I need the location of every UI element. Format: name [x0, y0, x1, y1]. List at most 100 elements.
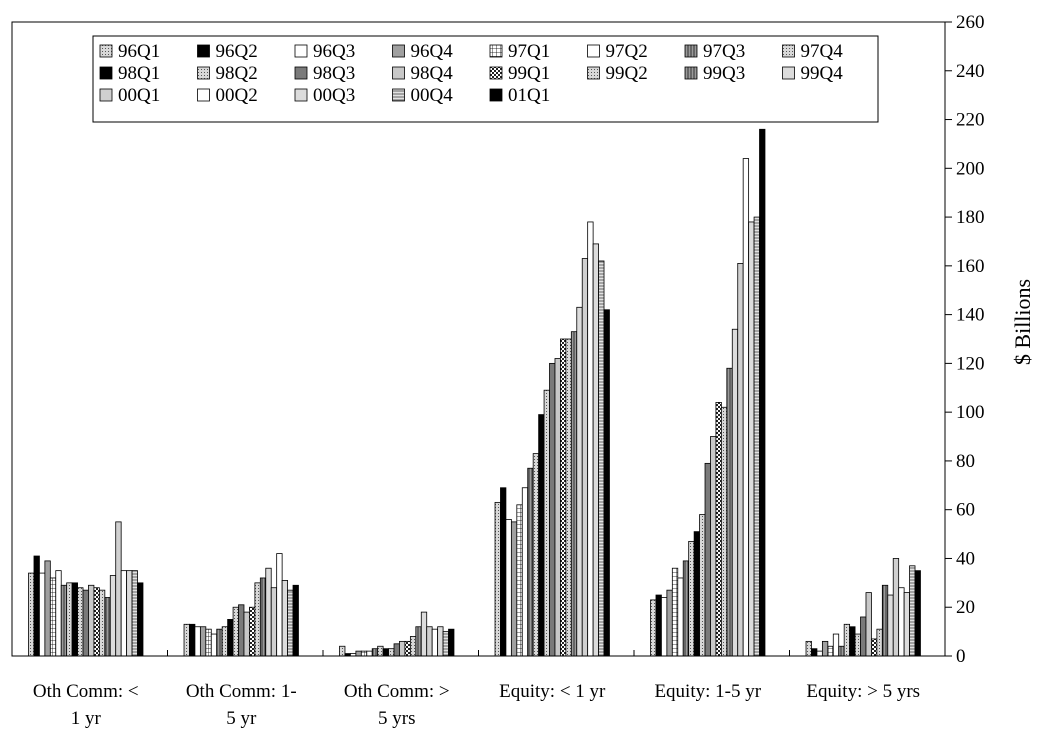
legend-label-98Q2: 98Q2: [216, 63, 258, 84]
y-tick-label: 0: [956, 646, 966, 667]
legend-label-99Q4: 99Q4: [801, 63, 844, 84]
bar-01Q1-cat5: [915, 571, 920, 656]
bars-layer: [29, 129, 921, 656]
legend-swatch-99Q3: [685, 67, 697, 79]
bar-96Q1-cat2: [340, 646, 345, 656]
bar-99Q4-cat1: [266, 568, 271, 656]
legend-label-96Q2: 96Q2: [216, 41, 258, 62]
bar-99Q4-cat4: [732, 329, 737, 656]
y-tick-label: 20: [956, 597, 975, 618]
bar-97Q2-cat3: [522, 488, 527, 656]
bar-97Q4-cat4: [689, 541, 694, 656]
bar-97Q4-cat3: [533, 454, 538, 656]
y-tick-label: 260: [956, 12, 985, 33]
legend-label-96Q1: 96Q1: [118, 41, 160, 62]
legend-label-00Q3: 00Q3: [313, 85, 355, 106]
bar-97Q4-cat2: [378, 646, 383, 656]
legend-label-98Q4: 98Q4: [411, 63, 454, 84]
bar-97Q1-cat1: [206, 629, 211, 656]
bar-96Q2-cat4: [656, 595, 661, 656]
bar-97Q3-cat1: [217, 629, 222, 656]
legend-swatch-98Q4: [393, 67, 405, 79]
bar-96Q2-cat3: [500, 488, 505, 656]
legend-label-00Q4: 00Q4: [411, 85, 454, 106]
bar-00Q2-cat1: [277, 554, 282, 656]
bar-99Q2-cat5: [877, 629, 882, 656]
bar-97Q4-cat1: [222, 627, 227, 656]
legend-label-97Q1: 97Q1: [508, 41, 550, 62]
bar-01Q1-cat1: [293, 585, 298, 656]
legend-label-97Q4: 97Q4: [801, 41, 844, 62]
bar-96Q4-cat4: [667, 590, 672, 656]
legend-label-00Q1: 00Q1: [118, 85, 160, 106]
bar-98Q2-cat1: [233, 607, 238, 656]
bar-98Q4-cat5: [866, 593, 871, 656]
x-tick-label: 5 yr: [226, 708, 257, 729]
bar-98Q1-cat5: [850, 627, 855, 656]
legend-swatch-97Q4: [783, 45, 795, 57]
bar-99Q1-cat2: [405, 641, 410, 656]
legend-label-97Q3: 97Q3: [703, 41, 745, 62]
bar-98Q3-cat5: [861, 617, 866, 656]
bar-00Q1-cat2: [427, 627, 432, 656]
legend-label-97Q2: 97Q2: [606, 41, 648, 62]
bar-96Q2-cat0: [34, 556, 39, 656]
bar-97Q4-cat5: [844, 624, 849, 656]
bar-96Q1-cat1: [184, 624, 189, 656]
bar-97Q1-cat0: [50, 578, 55, 656]
legend: 96Q1 96Q2 96Q3 96Q4 97Q1 97Q2 97Q3 97Q4 98Q1 98Q2…: [93, 36, 878, 122]
bar-96Q2-cat5: [811, 649, 816, 656]
bar-98Q4-cat1: [244, 612, 249, 656]
x-tick-label: 5 yrs: [378, 708, 415, 729]
bar-98Q4-cat4: [710, 437, 715, 656]
y-tick-label: 120: [956, 353, 985, 374]
legend-swatch-00Q2: [198, 89, 210, 101]
legend-label-99Q1: 99Q1: [508, 63, 550, 84]
bar-97Q1-cat5: [828, 646, 833, 656]
y-tick-label: 60: [956, 500, 975, 521]
legend-swatch-97Q2: [588, 45, 600, 57]
bar-99Q4-cat0: [110, 576, 115, 656]
bar-96Q1-cat4: [651, 600, 656, 656]
x-tick-label: Equity: 1-5 yr: [654, 681, 761, 702]
bar-97Q3-cat5: [839, 646, 844, 656]
bar-99Q3-cat4: [727, 368, 732, 656]
bar-97Q2-cat5: [833, 634, 838, 656]
y-tick-label: 140: [956, 305, 985, 326]
bar-99Q4-cat5: [888, 595, 893, 656]
bar-97Q3-cat4: [683, 561, 688, 656]
bar-99Q1-cat0: [94, 588, 99, 656]
bar-98Q3-cat3: [550, 363, 555, 656]
x-tick-label: Oth Comm: 1-: [186, 681, 297, 702]
legend-swatch-98Q2: [198, 67, 210, 79]
legend-swatch-96Q2: [198, 45, 210, 57]
bar-96Q4-cat3: [511, 522, 516, 656]
legend-swatch-99Q1: [490, 67, 502, 79]
bar-97Q3-cat3: [528, 468, 533, 656]
legend-swatch-01Q1: [490, 89, 502, 101]
bar-97Q2-cat0: [56, 571, 61, 656]
bar-00Q4-cat4: [754, 217, 759, 656]
bar-98Q4-cat0: [88, 585, 93, 656]
bar-00Q4-cat5: [910, 566, 915, 656]
bar-00Q2-cat3: [588, 222, 593, 656]
legend-swatch-00Q4: [393, 89, 405, 101]
legend-swatch-98Q3: [295, 67, 307, 79]
legend-swatch-96Q3: [295, 45, 307, 57]
bar-00Q2-cat5: [899, 588, 904, 656]
bar-98Q4-cat2: [399, 641, 404, 656]
bar-98Q2-cat5: [855, 634, 860, 656]
legend-label-96Q4: 96Q4: [411, 41, 454, 62]
bar-98Q2-cat4: [700, 515, 705, 656]
bar-96Q4-cat5: [822, 641, 827, 656]
bar-97Q2-cat2: [367, 651, 372, 656]
bar-99Q4-cat2: [421, 612, 426, 656]
bar-01Q1-cat4: [760, 129, 765, 656]
bar-98Q2-cat3: [544, 390, 549, 656]
bar-00Q3-cat1: [282, 580, 287, 656]
legend-label-98Q1: 98Q1: [118, 63, 160, 84]
bar-00Q1-cat1: [271, 588, 276, 656]
bar-01Q1-cat3: [604, 310, 609, 656]
